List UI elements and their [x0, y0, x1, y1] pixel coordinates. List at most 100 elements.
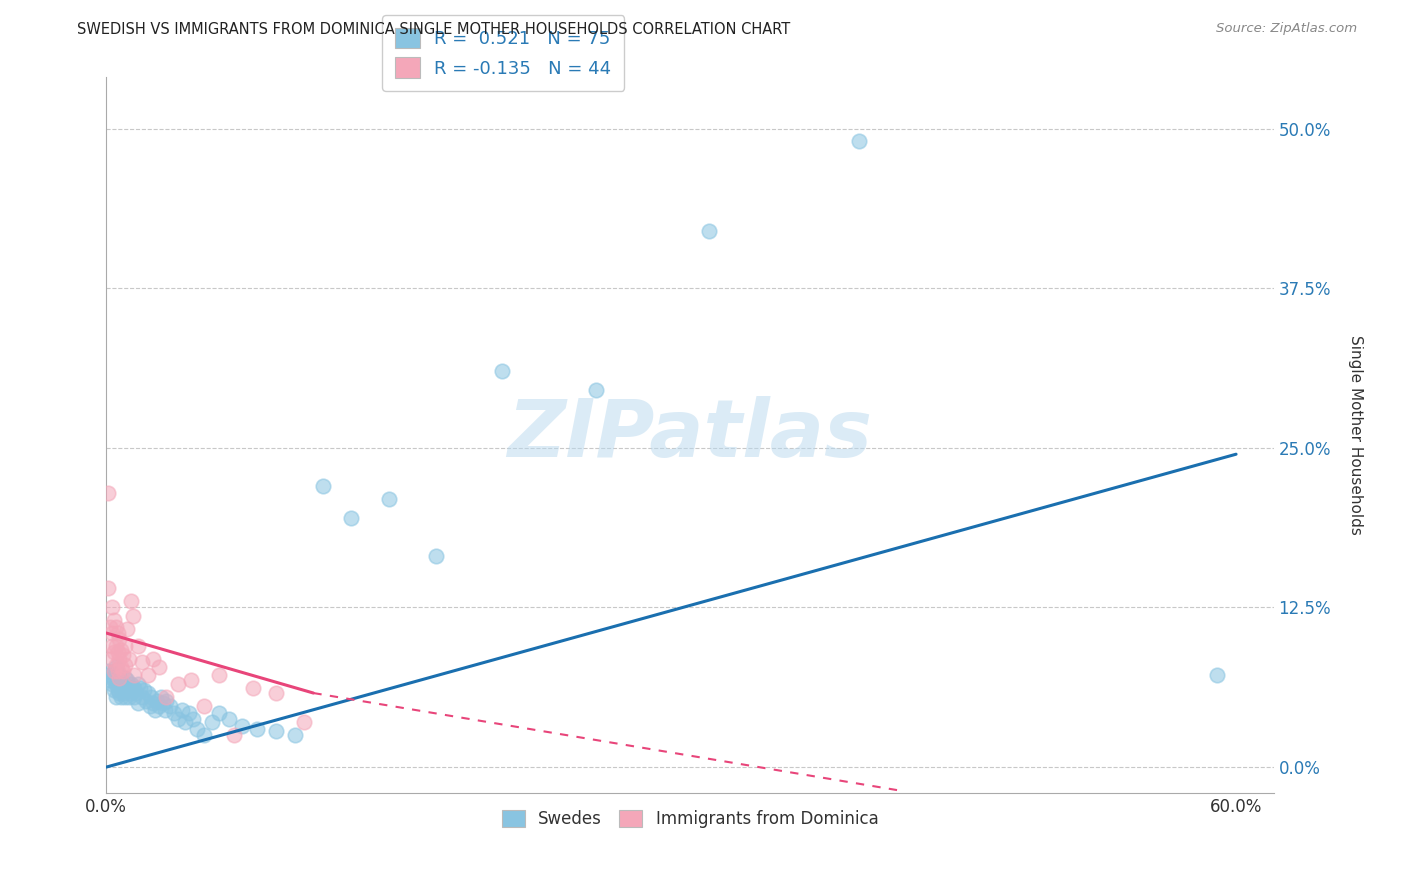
Point [110, 673, 132, 688]
Point [104, 639, 127, 653]
Point [108, 651, 131, 665]
Point [127, 639, 149, 653]
Point [131, 656, 153, 670]
Point [107, 665, 129, 679]
Point [101, 671, 124, 685]
Point [142, 696, 165, 710]
Point [264, 686, 287, 700]
Point [103, 613, 125, 627]
Point [107, 683, 129, 698]
Point [108, 668, 131, 682]
Point [208, 706, 231, 721]
Point [166, 712, 188, 726]
Point [107, 671, 129, 685]
Point [101, 600, 124, 615]
Point [118, 690, 141, 704]
Point [108, 671, 131, 685]
Point [166, 677, 188, 691]
Point [180, 673, 202, 688]
Point [112, 686, 135, 700]
Point [108, 677, 131, 691]
Text: Source: ZipAtlas.com: Source: ZipAtlas.com [1216, 22, 1357, 36]
Point [124, 668, 146, 682]
Point [97, 485, 120, 500]
Point [143, 703, 166, 717]
Point [224, 728, 246, 742]
Point [136, 668, 159, 682]
Point [120, 594, 142, 608]
Text: ZIPatlas: ZIPatlas [508, 396, 873, 474]
Point [292, 715, 315, 730]
Point [115, 622, 138, 636]
Point [98, 651, 121, 665]
Point [170, 703, 193, 717]
Point [129, 681, 152, 695]
Point [186, 722, 208, 736]
Point [112, 648, 135, 662]
Point [127, 696, 149, 710]
Point [115, 673, 138, 688]
Point [246, 722, 269, 736]
Point [193, 698, 215, 713]
Point [112, 677, 135, 691]
Point [121, 683, 143, 698]
Point [110, 660, 132, 674]
Point [135, 694, 157, 708]
Point [98, 673, 121, 688]
Point [118, 680, 141, 694]
Point [108, 632, 131, 647]
Point [114, 683, 136, 698]
Point [107, 645, 129, 659]
Point [425, 549, 447, 564]
Point [104, 657, 127, 672]
Point [101, 626, 124, 640]
Point [208, 668, 231, 682]
Point [120, 686, 142, 700]
Point [115, 681, 138, 695]
Point [142, 651, 165, 665]
Point [110, 681, 132, 695]
Point [120, 677, 142, 691]
Point [697, 224, 720, 238]
Point [103, 683, 125, 698]
Point [114, 690, 136, 704]
Point [103, 665, 125, 679]
Point [101, 639, 124, 653]
Point [114, 657, 136, 672]
Point [98, 668, 121, 682]
Point [103, 645, 125, 659]
Point [112, 665, 135, 679]
Point [104, 690, 127, 704]
Point [121, 609, 143, 624]
Point [152, 696, 174, 710]
Point [107, 626, 129, 640]
Point [104, 660, 127, 674]
Point [181, 712, 204, 726]
Point [104, 677, 127, 691]
Y-axis label: Single Mother Households: Single Mother Households [1348, 335, 1362, 535]
Point [114, 671, 136, 685]
Point [218, 712, 240, 726]
Legend: Swedes, Immigrants from Dominica: Swedes, Immigrants from Dominica [495, 803, 884, 834]
Point [1206, 668, 1229, 682]
Point [264, 724, 287, 739]
Point [585, 384, 607, 398]
Point [231, 719, 253, 733]
Point [163, 706, 186, 721]
Point [242, 681, 264, 695]
Point [153, 703, 176, 717]
Point [148, 698, 170, 713]
Point [159, 698, 181, 713]
Point [201, 715, 224, 730]
Point [141, 690, 163, 704]
Point [146, 694, 169, 708]
Point [174, 715, 197, 730]
Point [848, 134, 870, 148]
Point [149, 690, 172, 704]
Point [110, 642, 132, 657]
Point [101, 677, 124, 691]
Point [114, 639, 136, 653]
Point [312, 479, 335, 493]
Point [104, 619, 127, 633]
Point [132, 683, 155, 698]
